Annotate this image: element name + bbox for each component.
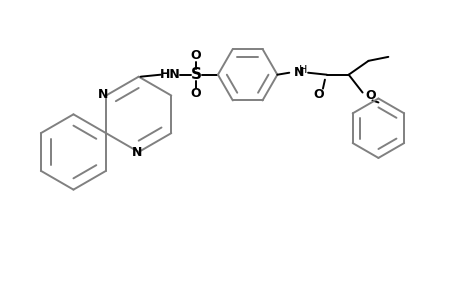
Text: N: N bbox=[293, 66, 304, 79]
Text: O: O bbox=[364, 89, 375, 102]
Text: O: O bbox=[190, 50, 201, 62]
Text: HN: HN bbox=[160, 68, 180, 81]
Text: N: N bbox=[98, 88, 108, 101]
Text: O: O bbox=[313, 88, 324, 101]
Text: S: S bbox=[190, 67, 201, 82]
Text: O: O bbox=[190, 87, 201, 100]
Text: H: H bbox=[298, 65, 307, 75]
Text: N: N bbox=[131, 146, 141, 160]
